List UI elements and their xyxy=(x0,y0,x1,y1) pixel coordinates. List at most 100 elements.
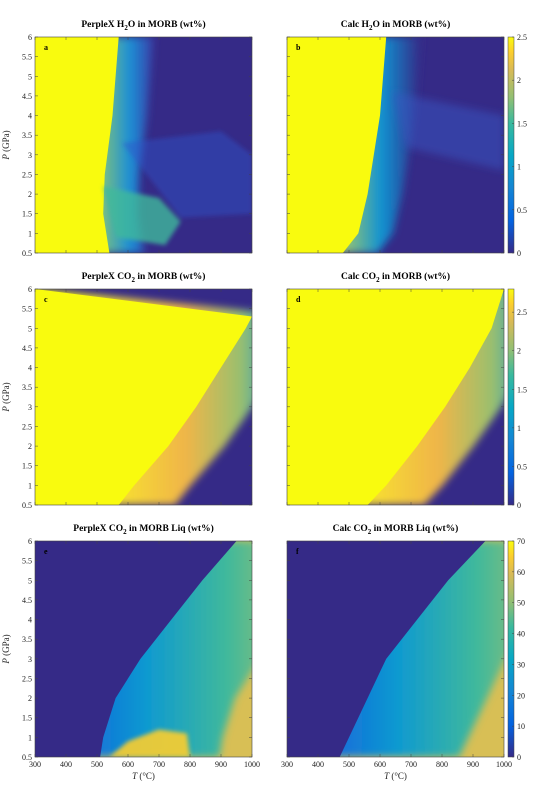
y-tick-label: 3 xyxy=(28,403,32,412)
y-tick-label: 4 xyxy=(28,364,32,373)
x-tick-label: 300 xyxy=(29,760,41,769)
colorbar-tick-label: 50 xyxy=(517,599,525,608)
field-structure xyxy=(109,729,190,757)
panel-label: c xyxy=(44,295,48,304)
colorbar-tick-label: 2 xyxy=(517,76,521,85)
y-tick-label: 5 xyxy=(28,72,32,81)
colorbar-f: 0 10 20 30 40 50 60 70 xyxy=(507,537,525,762)
y-axis-label: P (GPa) xyxy=(1,130,11,160)
y-tick-label: 4 xyxy=(28,112,32,121)
colorbar-tick-label: 40 xyxy=(517,630,525,639)
x-tick-label: 700 xyxy=(405,760,417,769)
x-tick-label: 800 xyxy=(436,760,448,769)
y-tick-label: 5.5 xyxy=(22,557,32,566)
panel-label: f xyxy=(296,547,299,556)
x-tick-label: 500 xyxy=(91,760,103,769)
y-tick-label: 4.5 xyxy=(22,344,32,353)
x-tick-label: 600 xyxy=(374,760,386,769)
y-tick-label: 1 xyxy=(28,733,32,742)
colorbar-tick-label: 2 xyxy=(517,347,521,356)
field-high xyxy=(35,37,119,253)
heatmap-b xyxy=(287,37,504,253)
x-tick-label: 500 xyxy=(343,760,355,769)
panel-label: e xyxy=(44,547,48,556)
x-axis-label: T (°C) xyxy=(132,771,155,781)
y-axis-label: P (GPa) xyxy=(1,634,11,664)
y-tick-label: 5.5 xyxy=(22,53,32,62)
y-tick-label: 1.5 xyxy=(22,210,32,219)
field-low xyxy=(35,541,237,757)
colorbar-tick-label: 0 xyxy=(517,249,521,258)
y-tick-label: 2 xyxy=(28,190,32,199)
y-tick-label: 1.5 xyxy=(22,714,32,723)
x-tick-label: 900 xyxy=(215,760,227,769)
x-tick-label: 400 xyxy=(60,760,72,769)
y-tick-label: 2 xyxy=(28,442,32,451)
field-high xyxy=(287,289,504,505)
field-high xyxy=(35,289,252,505)
y-tick-label: 1.5 xyxy=(22,462,32,471)
colorbar-tick-label: 10 xyxy=(517,722,525,731)
x-tick-label: 800 xyxy=(184,760,196,769)
y-tick-label: 5.5 xyxy=(22,305,32,314)
field-structure xyxy=(392,91,504,171)
y-tick-label: 4 xyxy=(28,616,32,625)
y-tick-label: 3 xyxy=(28,655,32,664)
y-tick-label: 4.5 xyxy=(22,92,32,101)
field-high xyxy=(287,37,387,253)
x-tick-label: 600 xyxy=(122,760,134,769)
panel-title: PerpleX CO2 in MORB (wt%) xyxy=(82,271,206,284)
y-tick-label: 3.5 xyxy=(22,635,32,644)
x-tick-label: 700 xyxy=(153,760,165,769)
y-tick-label: 0.5 xyxy=(22,753,32,762)
x-tick-label: 1000 xyxy=(244,760,260,769)
colorbar-tick-label: 60 xyxy=(517,568,525,577)
axes-box xyxy=(286,36,505,254)
y-tick-label: 1 xyxy=(28,229,32,238)
colorbar-tick-label: 0 xyxy=(517,501,521,510)
y-tick-label: 1 xyxy=(28,481,32,490)
axes-box xyxy=(34,288,253,506)
panel-c: PerpleX CO2 in MORB (wt%) c 0.5 1 1.5 2 2.5 3 3.… xyxy=(1,271,253,510)
field-structure xyxy=(121,131,252,218)
panel-b: Calc H2O in MORB (wt%) b xyxy=(286,19,505,254)
colorbar-tick-label: 1.5 xyxy=(517,385,527,394)
axes-box xyxy=(34,540,253,758)
y-tick-label: 2.5 xyxy=(22,422,32,431)
panel-title: PerpleX CO2 in MORB Liq (wt%) xyxy=(73,523,213,536)
colorbar-tick-label: 70 xyxy=(517,537,525,546)
panel-title: Calc H2O in MORB (wt%) xyxy=(341,19,451,32)
y-tick-label: 5 xyxy=(28,576,32,585)
y-tick-label: 6 xyxy=(28,285,32,294)
heatmap-d xyxy=(287,289,504,505)
colorbar-b: 0 0.5 1 1.5 2 2.5 xyxy=(507,33,527,258)
panel-e: PerpleX CO2 in MORB Liq (wt%) e 0.5 1 1.5 2 2.… xyxy=(1,523,260,781)
x-tick-label: 300 xyxy=(281,760,293,769)
colorbar-ramp xyxy=(507,288,515,506)
colorbar-tick-label: 0 xyxy=(517,753,521,762)
panel-title: PerpleX H2O in MORB (wt%) xyxy=(81,19,205,32)
y-tick-label: 3 xyxy=(28,151,32,160)
panel-label: b xyxy=(296,43,301,52)
y-tick-label: 0.5 xyxy=(22,501,32,510)
axes-box xyxy=(34,36,253,254)
colorbar-ramp xyxy=(507,36,515,254)
panel-f: Calc CO2 in MORB Liq (wt%) f 300 400 500 600 7… xyxy=(281,523,512,781)
y-tick-label: 3.5 xyxy=(22,383,32,392)
panel-title: Calc CO2 in MORB Liq (wt%) xyxy=(333,523,459,536)
colorbar-tick-label: 30 xyxy=(517,660,525,669)
colorbar-tick-label: 0.5 xyxy=(517,206,527,215)
heatmap-c xyxy=(35,289,252,505)
heatmap-a xyxy=(35,37,252,253)
colorbar-d: 0 0.5 1 1.5 2 2.5 xyxy=(507,288,527,510)
field-structure xyxy=(103,186,181,246)
colorbar-tick-label: 0.5 xyxy=(517,462,527,471)
y-tick-label: 6 xyxy=(28,537,32,546)
colorbar-tick-label: 1.5 xyxy=(517,119,527,128)
x-tick-label: 400 xyxy=(312,760,324,769)
colorbar-tick-label: 1 xyxy=(517,163,521,172)
panel-label: d xyxy=(296,295,301,304)
y-tick-label: 6 xyxy=(28,33,32,42)
field-low xyxy=(287,541,486,757)
